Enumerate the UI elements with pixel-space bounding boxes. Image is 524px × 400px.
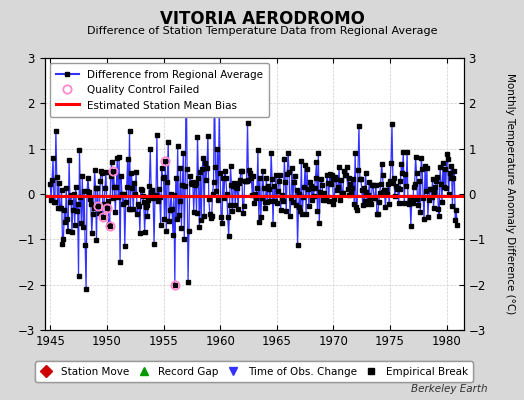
Text: Difference of Station Temperature Data from Regional Average: Difference of Station Temperature Data f… bbox=[87, 26, 437, 36]
Text: VITORIA AERODROMO: VITORIA AERODROMO bbox=[160, 10, 364, 28]
Text: Berkeley Earth: Berkeley Earth bbox=[411, 384, 487, 394]
Legend: Station Move, Record Gap, Time of Obs. Change, Empirical Break: Station Move, Record Gap, Time of Obs. C… bbox=[35, 362, 473, 382]
Y-axis label: Monthly Temperature Anomaly Difference (°C): Monthly Temperature Anomaly Difference (… bbox=[506, 73, 516, 315]
